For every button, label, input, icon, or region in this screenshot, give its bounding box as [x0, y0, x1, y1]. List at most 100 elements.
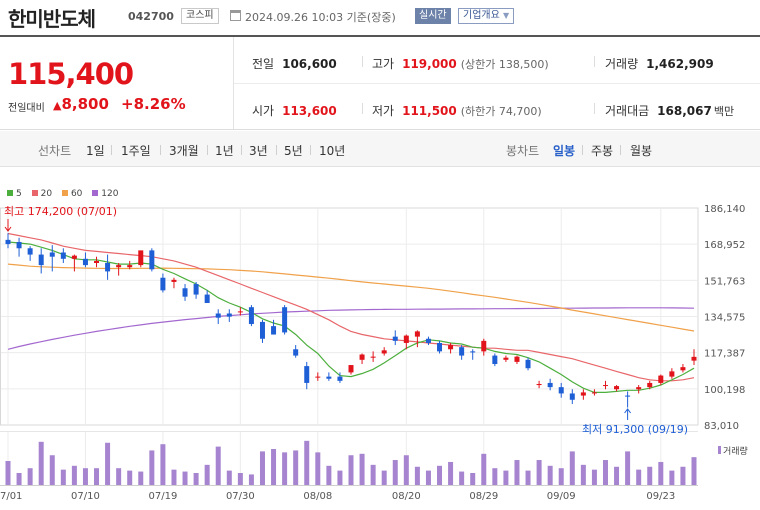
- volume-bar: [182, 471, 188, 485]
- price-chart[interactable]: 186,140 168,952 151,763 134,575 117,387 100,1…: [0, 195, 760, 510]
- candle-body: [470, 351, 476, 353]
- prev-close-value: 106,600: [282, 57, 337, 71]
- candle-body: [558, 387, 564, 394]
- period-10y[interactable]: 10년: [319, 144, 346, 158]
- trade-value-value: 168,067: [657, 104, 712, 118]
- candle-body: [669, 371, 675, 377]
- legend-ma5[interactable]: 5: [7, 189, 22, 199]
- volume-bar: [359, 453, 365, 485]
- candle-body: [271, 326, 277, 335]
- min-arrow-head: [624, 408, 632, 414]
- volume-bar: [437, 465, 443, 485]
- volume-bar: [326, 465, 332, 485]
- as-of-time: 2024.09.26 10:03 기준(장중): [245, 11, 396, 24]
- min-price-annotation: 최저 91,300 (09/19): [582, 423, 688, 436]
- trade-value-label: 거래대금: [605, 104, 650, 118]
- period-5y[interactable]: 5년: [284, 144, 303, 158]
- candle-body: [94, 260, 100, 264]
- y-tick-label: 83,010: [704, 421, 739, 432]
- candle-body: [591, 392, 597, 394]
- up-arrow-icon: ▲: [53, 99, 62, 112]
- volume-bar: [647, 466, 653, 485]
- candle-body: [5, 239, 11, 245]
- candle-body: [226, 313, 232, 317]
- moving-average-lines: [7, 232, 695, 393]
- candle-weekly[interactable]: 주봉: [591, 144, 614, 158]
- divider: [620, 145, 621, 155]
- x-tick-label: 07/30: [226, 491, 255, 502]
- current-price: 115,400: [8, 57, 134, 91]
- candle-body: [425, 338, 431, 343]
- volume-bar: [60, 469, 66, 485]
- y-tick-label: 186,140: [704, 204, 745, 215]
- volume-bar: [514, 460, 520, 485]
- candle-body: [138, 250, 144, 266]
- legend-ma20[interactable]: 20: [31, 189, 53, 199]
- volume-bars: [5, 440, 697, 485]
- change-percent: +8.26%: [121, 95, 186, 113]
- max-arrow-head: [4, 226, 12, 232]
- volume-bar: [481, 453, 487, 485]
- candle-body: [282, 307, 288, 333]
- volume-bar: [536, 460, 542, 485]
- prev-close-label: 전일: [252, 57, 275, 71]
- candle-body: [182, 288, 188, 297]
- volume-bar: [337, 470, 343, 485]
- candle-body: [381, 350, 387, 354]
- candle-body: [248, 307, 254, 325]
- volume-bar: [82, 468, 88, 485]
- candle-body: [370, 356, 376, 358]
- volume-bar: [248, 474, 254, 485]
- volume-bar: [226, 470, 232, 485]
- volume-bar: [492, 468, 498, 485]
- divider: [594, 56, 595, 67]
- period-3m[interactable]: 3개월: [169, 144, 199, 158]
- candle-body: [569, 393, 575, 400]
- trade-value: 거래대금 168,067 백만: [605, 102, 734, 119]
- candle-body: [514, 356, 520, 362]
- volume-label: 거래량: [605, 57, 639, 71]
- lower-limit: (하한가 74,700): [460, 105, 542, 118]
- volume-bar: [259, 451, 265, 485]
- ma60-line: [7, 263, 695, 332]
- legend-swatch: [31, 190, 38, 196]
- divider: [594, 103, 595, 114]
- volume-bar: [160, 444, 166, 485]
- candle-body: [149, 250, 155, 270]
- candle-monthly[interactable]: 월봉: [630, 144, 653, 158]
- legend-ma120[interactable]: 120: [92, 189, 118, 199]
- legend-label: 60: [70, 189, 83, 199]
- volume-bar: [459, 471, 465, 485]
- period-3y[interactable]: 3년: [249, 144, 268, 158]
- legend-ma60[interactable]: 60: [61, 189, 83, 199]
- change-label: 전일대비: [8, 103, 45, 114]
- candle-body: [647, 382, 653, 388]
- divider: [111, 145, 112, 155]
- realtime-button[interactable]: 실시간: [415, 8, 451, 24]
- legend-label: 20: [40, 189, 53, 199]
- candle-daily[interactable]: 일봉: [553, 144, 576, 158]
- day-high: 고가 119,000 (상한가 138,500): [372, 55, 549, 72]
- candle-body: [215, 313, 221, 318]
- volume-bar: [271, 449, 277, 485]
- period-1y[interactable]: 1년: [215, 144, 234, 158]
- volume-bar: [282, 452, 288, 485]
- volume-bar: [348, 455, 354, 485]
- volume-bar: [470, 473, 476, 485]
- period-1d[interactable]: 1일: [86, 144, 105, 158]
- candle-body: [636, 387, 642, 390]
- company-name[interactable]: 한미반도체: [8, 7, 96, 31]
- candle-body: [71, 255, 77, 259]
- candle-body: [492, 355, 498, 365]
- volume-bar: [414, 466, 420, 485]
- open-label: 시가: [252, 104, 275, 118]
- line-chart-label: 선차트: [38, 144, 72, 158]
- x-tick-label: 08/08: [303, 491, 332, 502]
- period-1w[interactable]: 1주일: [121, 144, 151, 158]
- x-tick-label: 08/20: [392, 491, 421, 502]
- candle-body: [547, 382, 553, 388]
- candle-body: [448, 345, 454, 350]
- change-amount: ▲8,800: [53, 95, 109, 113]
- company-info-button[interactable]: 기업개요 ▼: [458, 8, 515, 24]
- candle-body: [580, 392, 586, 396]
